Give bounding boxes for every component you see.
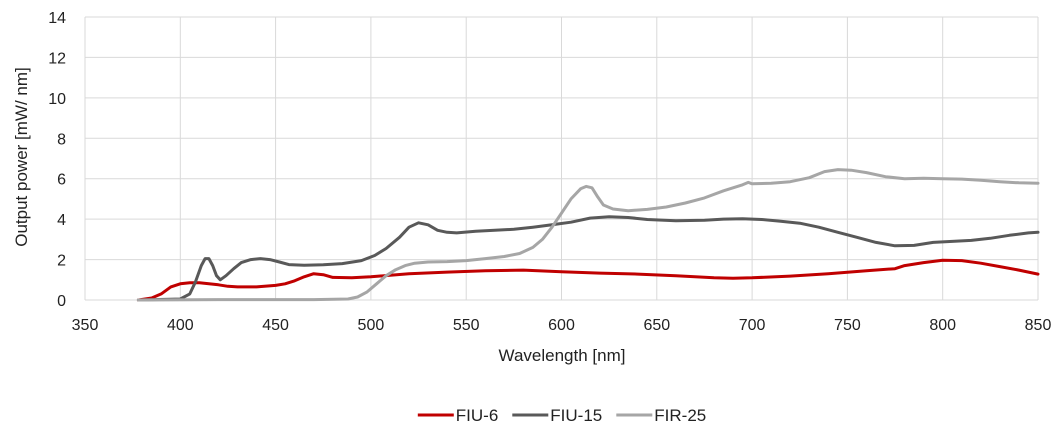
legend-label: FIR-25: [654, 406, 706, 425]
x-tick-label: 350: [72, 317, 99, 334]
x-tick-label: 700: [739, 317, 766, 334]
x-tick-label: 400: [167, 317, 194, 334]
x-tick-label: 850: [1025, 317, 1052, 334]
legend: FIU-6 FIU-15 FIR-25: [417, 406, 706, 425]
grid-lines: [84, 16, 1039, 301]
legend-item: FIU-6: [417, 406, 499, 425]
x-tick-label: 550: [453, 317, 480, 334]
series-line-fir-25: [136, 168, 1040, 302]
y-axis-title: Output power [mW/ nm]: [12, 67, 31, 247]
x-tick-label: 450: [262, 317, 289, 334]
series-line-fiu-6: [136, 258, 1040, 302]
series-line-fiu-15: [136, 215, 1040, 302]
x-tick-label: 750: [834, 317, 861, 334]
legend-label: FIU-6: [456, 406, 499, 425]
y-tick-label: 14: [48, 10, 66, 27]
y-tick-label: 0: [57, 293, 66, 310]
y-tick-label: 8: [57, 131, 66, 148]
legend-item: FIU-15: [512, 406, 602, 425]
x-tick-label: 800: [929, 317, 956, 334]
x-tick-label: 600: [548, 317, 575, 334]
legend-item: FIR-25: [616, 406, 706, 425]
x-tick-label: 650: [643, 317, 670, 334]
y-tick-label: 12: [48, 50, 66, 67]
x-axis-ticks: 350 400 450 500 550 600 650 700 750 800 850: [72, 317, 1052, 334]
legend-label: FIU-15: [550, 406, 602, 425]
series-lines: [136, 168, 1040, 302]
y-tick-label: 6: [57, 172, 66, 189]
y-tick-label: 4: [57, 212, 66, 229]
x-tick-label: 500: [358, 317, 385, 334]
y-axis-ticks: 0 2 4 6 8 10 12 14: [48, 10, 66, 310]
y-tick-label: 10: [48, 91, 66, 108]
x-axis-title: Wavelength [nm]: [499, 346, 626, 365]
y-tick-label: 2: [57, 253, 66, 270]
